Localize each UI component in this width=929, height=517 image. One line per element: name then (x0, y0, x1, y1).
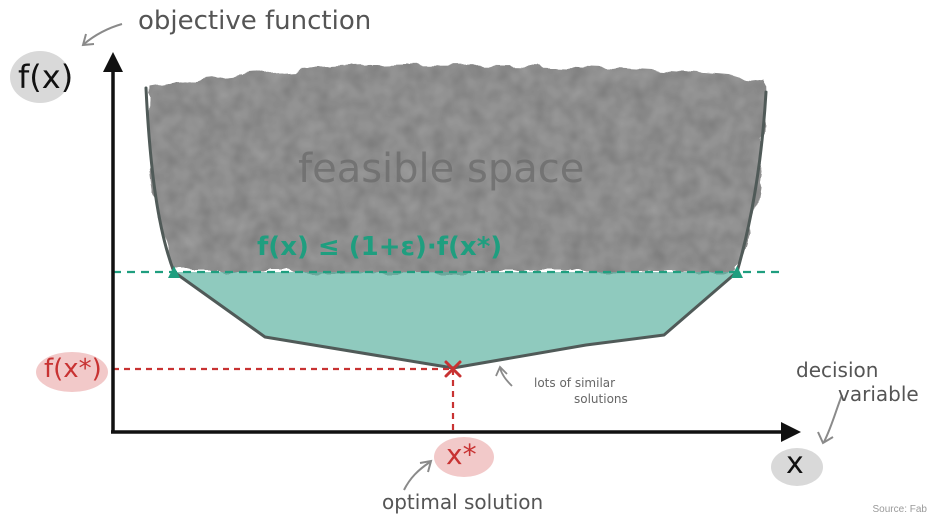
optimum-marker (444, 360, 462, 378)
x-axis-label: x (786, 446, 804, 481)
similar-solutions-arrow (499, 367, 513, 387)
objective-function-annotation: objective function (138, 6, 372, 36)
near-optimal-region (174, 272, 737, 368)
optimal-solution-arrow (403, 461, 431, 491)
decision-variable-arrow (823, 394, 843, 443)
objective-function-arrow (83, 23, 123, 45)
x-label-highlight (771, 448, 823, 486)
feasible-boundary-curve (144, 86, 768, 370)
similar-solutions-annotation-line2: solutions (574, 392, 628, 406)
decision-variable-annotation-line1: decision (796, 358, 879, 382)
similar-solutions-arrowhead (495, 365, 508, 377)
optimal-solution-annotation: optimal solution (382, 490, 544, 514)
fxstar-label-highlight (36, 352, 108, 392)
decision-variable-arrowhead (817, 431, 834, 445)
similar-solutions-annotation-line1: lots of similar (534, 376, 616, 390)
objective-function-arrowhead (81, 33, 95, 47)
threshold-formula-label: f(x) ≤ (1+ε)·f(x*) (257, 232, 503, 262)
source-credit: Source: Fab (872, 504, 927, 515)
decision-variable-annotation-line2: variable (838, 382, 919, 406)
optimal-value-label: f(x*) (44, 354, 102, 384)
threshold-marker-right (731, 266, 743, 278)
optimal-solution-arrowhead (419, 459, 433, 473)
x-axis-arrowhead (781, 422, 801, 442)
y-axis-arrowhead (103, 52, 123, 72)
feasible-space-region (149, 65, 765, 272)
threshold-marker-left (168, 266, 180, 278)
xstar-label-highlight (434, 437, 494, 477)
fx-label-highlight (10, 51, 70, 103)
feasible-space-label: feasible space (298, 146, 585, 192)
y-axis-label: f(x) (18, 58, 74, 96)
optimal-point-label: x* (446, 438, 477, 471)
